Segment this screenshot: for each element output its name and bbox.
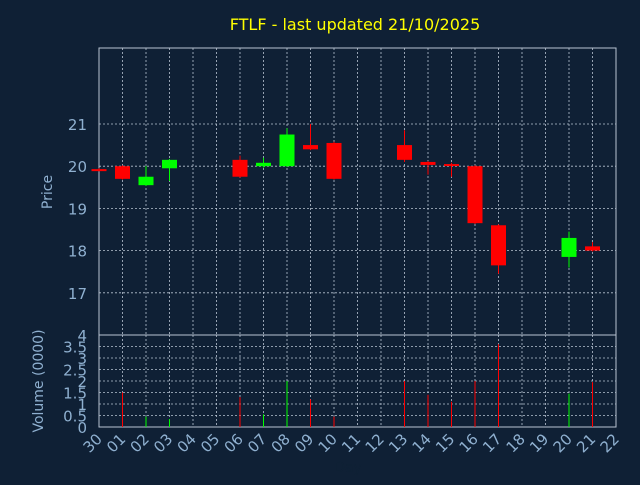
candle-body [397, 145, 412, 160]
candle-body [279, 134, 295, 167]
volume-y-tick-label: 2.5 [63, 362, 87, 380]
candle-body [326, 142, 342, 179]
candle-body [115, 166, 130, 179]
candle-body [467, 166, 483, 224]
price-y-tick-label: 19 [68, 200, 87, 218]
chart-title: FTLF - last updated 21/10/2025 [230, 15, 481, 34]
candle-body [303, 145, 318, 150]
price-y-tick-label: 18 [68, 243, 87, 261]
price-y-tick-label: 21 [68, 116, 87, 134]
candle-body [256, 162, 271, 167]
candle-body [561, 237, 577, 257]
price-panel: 17 18 19 20 21 4 [68, 47, 617, 345]
candle-body [138, 176, 154, 186]
candle-body [162, 159, 177, 169]
x-tick-labels: 3001020304050607080910111213141516171819… [80, 430, 623, 456]
volume-y-tick-label: 1.5 [63, 385, 87, 403]
volume-y-tick-label: 0.5 [63, 408, 87, 426]
candle-body [491, 225, 506, 266]
volume-y-tick-label: 3.5 [63, 339, 87, 357]
volume-y-tick-label: 2 [77, 373, 87, 391]
volume-axis-label: Volume (0000) [31, 329, 47, 432]
price-y-tick-label: 17 [68, 285, 87, 303]
volume-y-tick-label: 1 [77, 396, 87, 414]
candle-body [91, 169, 107, 172]
volume-y-tick-label: 3 [77, 350, 87, 368]
x-axis-label: Day [334, 460, 362, 476]
candle-body [232, 159, 248, 177]
candle-body [444, 164, 459, 167]
candle-body [585, 246, 600, 251]
volume-panel: 00.511.522.533.5 [63, 334, 617, 437]
volume-y-tick-label: 0 [77, 419, 87, 437]
price-axis-label: Price [40, 175, 56, 209]
candle-body [420, 161, 436, 165]
price-y-tick-label: 20 [68, 158, 87, 176]
price-y-tick-label: 4 [77, 327, 87, 345]
